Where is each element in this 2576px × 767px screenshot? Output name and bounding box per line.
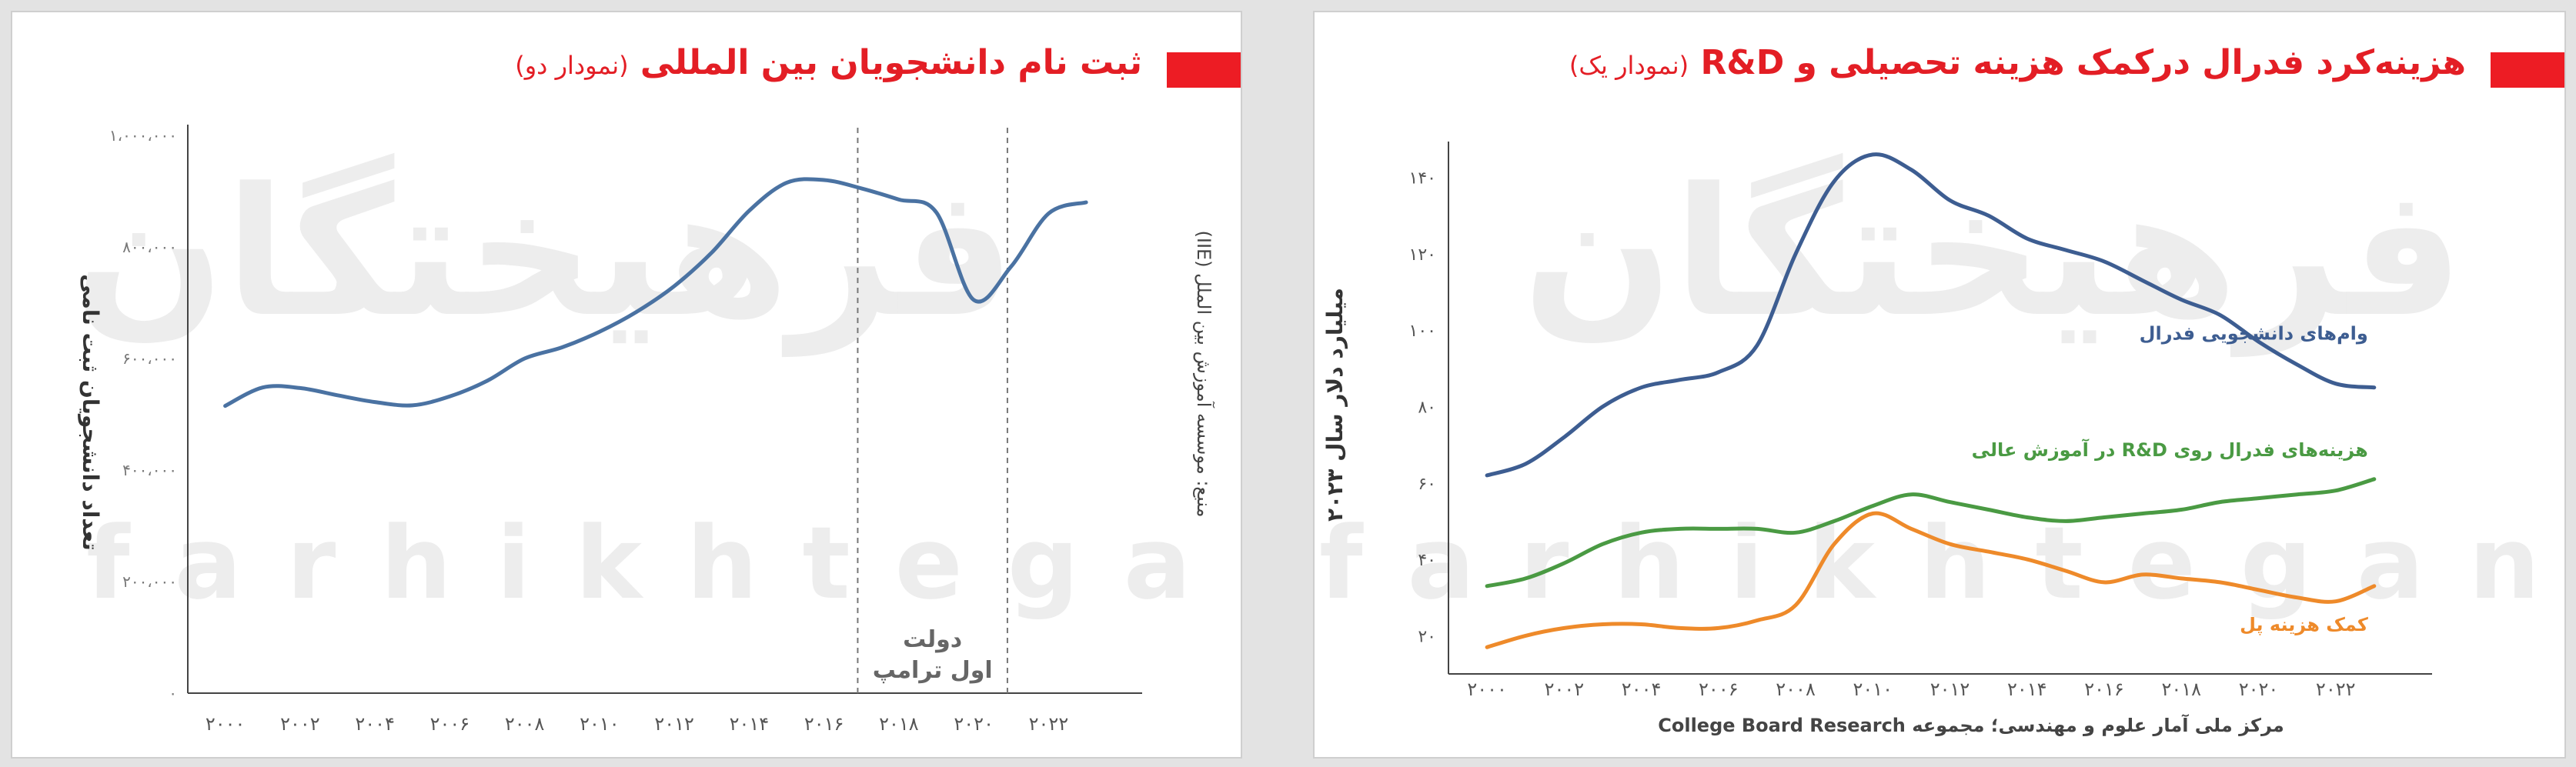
y-axis-title: تعداد دانشجویان ثبت نامی (78, 274, 103, 551)
title-accent-bar (2491, 52, 2564, 88)
y-tick-label: ۱۰۰ (1409, 322, 1436, 341)
chart-subtitle: (نمودار دو) (515, 51, 629, 80)
series-label: وام‌های دانشجویی فدرال (2140, 323, 2368, 345)
y-tick-label: ۶۰ (1418, 475, 1436, 494)
chart-panel-enrollment: فرهیختگان farhikhtegan ثبت نام دانشجویان… (11, 11, 1242, 759)
chart-subtitle: (نمودار یک) (1569, 51, 1689, 80)
chart-panel-federal-spending: فرهیختگان farhikhtegan هزینه‌کرد فدرال د… (1313, 11, 2566, 759)
chart-title-text: ثبت نام دانشجویان بین المللی (640, 43, 1142, 82)
enrollment-line-chart: ۰ ۲۰۰،۰۰۰ ۴۰۰،۰۰۰ ۶۰۰،۰۰۰ ۸۰۰،۰۰۰ ۱،۰۰۰،۰۰۰ ۲۰… (78, 125, 1215, 735)
x-tick-label: ۲۰۱۰ (580, 713, 620, 735)
series-line-0 (1485, 152, 2377, 478)
y-tick-label: ۸۰ (1418, 399, 1436, 418)
x-tick-label: ۲۰۱۴ (730, 713, 770, 735)
x-tick-label: ۲۰۰۸ (1776, 679, 1816, 700)
chart-title-text: هزینه‌کرد فدرال درکمک هزینه تحصیلی و R&D (1700, 43, 2466, 82)
annotation-label: دولت (903, 626, 962, 653)
x-tick-label: ۲۰۲۲ (2316, 679, 2356, 700)
y-tick-label: ۱،۰۰۰،۰۰۰ (109, 126, 177, 145)
x-tick-label: ۲۰۰۴ (355, 713, 395, 735)
y-tick-label: ۱۴۰ (1409, 169, 1436, 188)
series-line-2 (1485, 511, 2377, 649)
x-tick-label: ۲۰۰۶ (1699, 679, 1739, 700)
x-tick-label: ۲۰۰۰ (1467, 679, 1507, 700)
series-label: هزینه‌های فدرال روی R&D در آموزش عالی (1972, 439, 2368, 461)
y-tick-label: ۶۰۰،۰۰۰ (122, 349, 177, 368)
source-note: مرکز ملی آمار علوم و مهندسی؛ مجموعه Coll… (1658, 714, 2284, 736)
x-tick-label: ۲۰۲۲ (1029, 713, 1069, 735)
y-tick-label: ۲۰ (1418, 627, 1436, 646)
x-tick-label: ۲۰۱۸ (2161, 679, 2201, 700)
x-tick-label: ۲۰۰۰ (205, 713, 246, 735)
y-tick-label: ۱۲۰ (1409, 245, 1436, 265)
x-tick-label: ۲۰۱۲ (1930, 679, 1970, 700)
series-label: کمک هزینه پل (2240, 614, 2368, 635)
x-tick-label: ۲۰۰۶ (430, 713, 470, 735)
x-tick-label: ۲۰۰۲ (1545, 679, 1585, 700)
y-tick-label: ۰ (169, 684, 177, 702)
x-tick-label: ۲۰۱۰ (1853, 679, 1893, 700)
series-line-enrollment (223, 177, 1088, 409)
x-tick-label: ۲۰۱۴ (2007, 679, 2047, 700)
annotation-label: اول ترامپ (873, 657, 993, 684)
x-tick-label: ۲۰۲۰ (2239, 679, 2279, 700)
x-tick-label: ۲۰۱۶ (2084, 679, 2124, 700)
y-tick-label: ۴۰۰،۰۰۰ (122, 461, 177, 479)
x-tick-label: ۲۰۱۸ (879, 713, 919, 735)
x-tick-label: ۲۰۱۲ (654, 713, 694, 735)
series-line-1 (1485, 477, 2377, 589)
x-tick-label: ۲۰۰۲ (280, 713, 320, 735)
y-axis-title: میلیارد دلار سال ۲۰۲۳ (1322, 288, 1348, 522)
x-tick-label: ۲۰۲۰ (954, 713, 994, 735)
y-tick-label: ۸۰۰،۰۰۰ (122, 238, 177, 256)
y-tick-label: ۴۰ (1418, 551, 1436, 570)
y-tick-label: ۲۰۰،۰۰۰ (122, 572, 177, 591)
chart-title: هزینه‌کرد فدرال درکمک هزینه تحصیلی و R&D… (1569, 43, 2466, 82)
chart-title: ثبت نام دانشجویان بین المللی (نمودار دو) (515, 43, 1142, 82)
title-accent-bar (1167, 52, 1241, 88)
x-tick-label: ۲۰۱۶ (804, 713, 844, 735)
federal-spending-line-chart: ۲۰ ۴۰ ۶۰ ۸۰ ۱۰۰ ۱۲۰ ۱۴۰ ۲۰۰۰ ۲۰۰۲ ۲۰۰۴ ۲۰۰۶ ۲۰۰۸ ۲۰۱… (1322, 142, 2432, 736)
x-tick-label: ۲۰۰۸ (505, 713, 545, 735)
x-tick-label: ۲۰۰۴ (1622, 679, 1662, 700)
source-note: منبع: موسسه آموزش بین الملل (IIE) (1193, 230, 1215, 517)
